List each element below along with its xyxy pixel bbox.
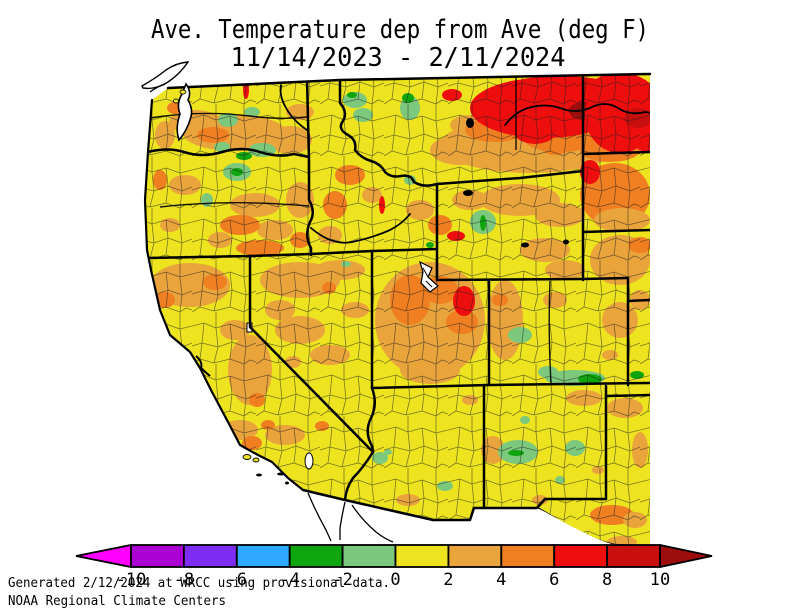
border-ca-nv bbox=[248, 254, 375, 454]
tick-label: -2 bbox=[332, 570, 352, 590]
tick-label: -8 bbox=[174, 570, 194, 590]
island bbox=[179, 89, 187, 95]
colorbar-segment bbox=[447, 544, 503, 568]
date-range: 11/14/2023 - 2/11/2024 bbox=[231, 43, 566, 73]
border-37n bbox=[370, 381, 650, 390]
salton-sea bbox=[304, 452, 314, 470]
snake-river bbox=[310, 213, 411, 244]
division-lines bbox=[149, 74, 552, 384]
colorbar-segment bbox=[235, 544, 291, 568]
colorbar-segment bbox=[606, 544, 661, 568]
border-42n bbox=[145, 247, 439, 260]
tick-label: 2 bbox=[443, 570, 453, 590]
tick-label: 8 bbox=[602, 570, 612, 590]
flathead-lake bbox=[466, 118, 474, 128]
rivers bbox=[279, 84, 650, 244]
border-nm-tx bbox=[535, 384, 608, 510]
island bbox=[173, 98, 179, 104]
choropleth-map bbox=[141, 61, 652, 547]
reservoir-dot bbox=[521, 242, 529, 248]
channel-islands bbox=[242, 454, 289, 485]
border-canada bbox=[166, 72, 652, 90]
tick-label: 10 bbox=[650, 570, 670, 590]
colorbar-segment bbox=[182, 544, 238, 568]
reservoir-dot bbox=[563, 239, 569, 245]
border-ne-ks bbox=[626, 298, 650, 303]
colorbar-segment bbox=[394, 544, 450, 568]
colorbar-segment bbox=[553, 544, 609, 568]
border-id-mt bbox=[338, 77, 439, 187]
great-salt-lake bbox=[419, 260, 439, 293]
footer-credit: NOAA Regional Climate Centers bbox=[8, 593, 226, 609]
tick-label: -6 bbox=[227, 570, 247, 590]
border-wy-co bbox=[435, 276, 630, 282]
mexico-baja-outline bbox=[307, 492, 394, 543]
tick-label: -4 bbox=[279, 570, 299, 590]
colorbar-right-arrow bbox=[659, 543, 713, 569]
border-ok-tx bbox=[604, 393, 650, 398]
great-salt-lake-hatch bbox=[422, 267, 433, 288]
colorbar-left-arrow bbox=[75, 543, 132, 569]
puget-sound bbox=[141, 61, 193, 142]
border-mt-wy bbox=[435, 169, 585, 186]
columbia-river bbox=[279, 84, 308, 131]
state-borders bbox=[145, 74, 650, 547]
border-sd-ne bbox=[581, 228, 650, 234]
yellowstone-lake bbox=[463, 190, 473, 196]
border-mexico bbox=[301, 488, 539, 522]
color-scale bbox=[75, 543, 713, 569]
colorbar-segment bbox=[341, 544, 397, 568]
border-wa-or-id bbox=[305, 77, 314, 257]
missouri-river bbox=[504, 103, 650, 126]
border-colorado-river bbox=[343, 386, 376, 502]
anomaly-patch bbox=[145, 324, 158, 336]
colorbar-segment bbox=[288, 544, 344, 568]
tick-label: 6 bbox=[549, 570, 559, 590]
pacific-coastline bbox=[143, 98, 305, 492]
map-title: Ave. Temperature dep from Ave (deg F) bbox=[151, 15, 649, 45]
san-francisco-bay bbox=[195, 355, 211, 377]
outer-borders bbox=[143, 72, 652, 522]
tick-label: 4 bbox=[496, 570, 506, 590]
colorbar-segment bbox=[500, 544, 556, 568]
tick-label: -10 bbox=[116, 570, 147, 590]
colorbar-segment bbox=[130, 544, 185, 568]
footer-generated: Generated 2/12/2024 at WRCC using provis… bbox=[8, 575, 390, 591]
lakes bbox=[246, 118, 569, 470]
border-wa-or bbox=[146, 147, 311, 159]
border-nd-sd bbox=[581, 150, 650, 156]
tick-label: 0 bbox=[390, 570, 400, 590]
color-scale-ticks: -10 -8 -6 -4 -2 0 2 4 6 8 10 bbox=[116, 570, 671, 590]
